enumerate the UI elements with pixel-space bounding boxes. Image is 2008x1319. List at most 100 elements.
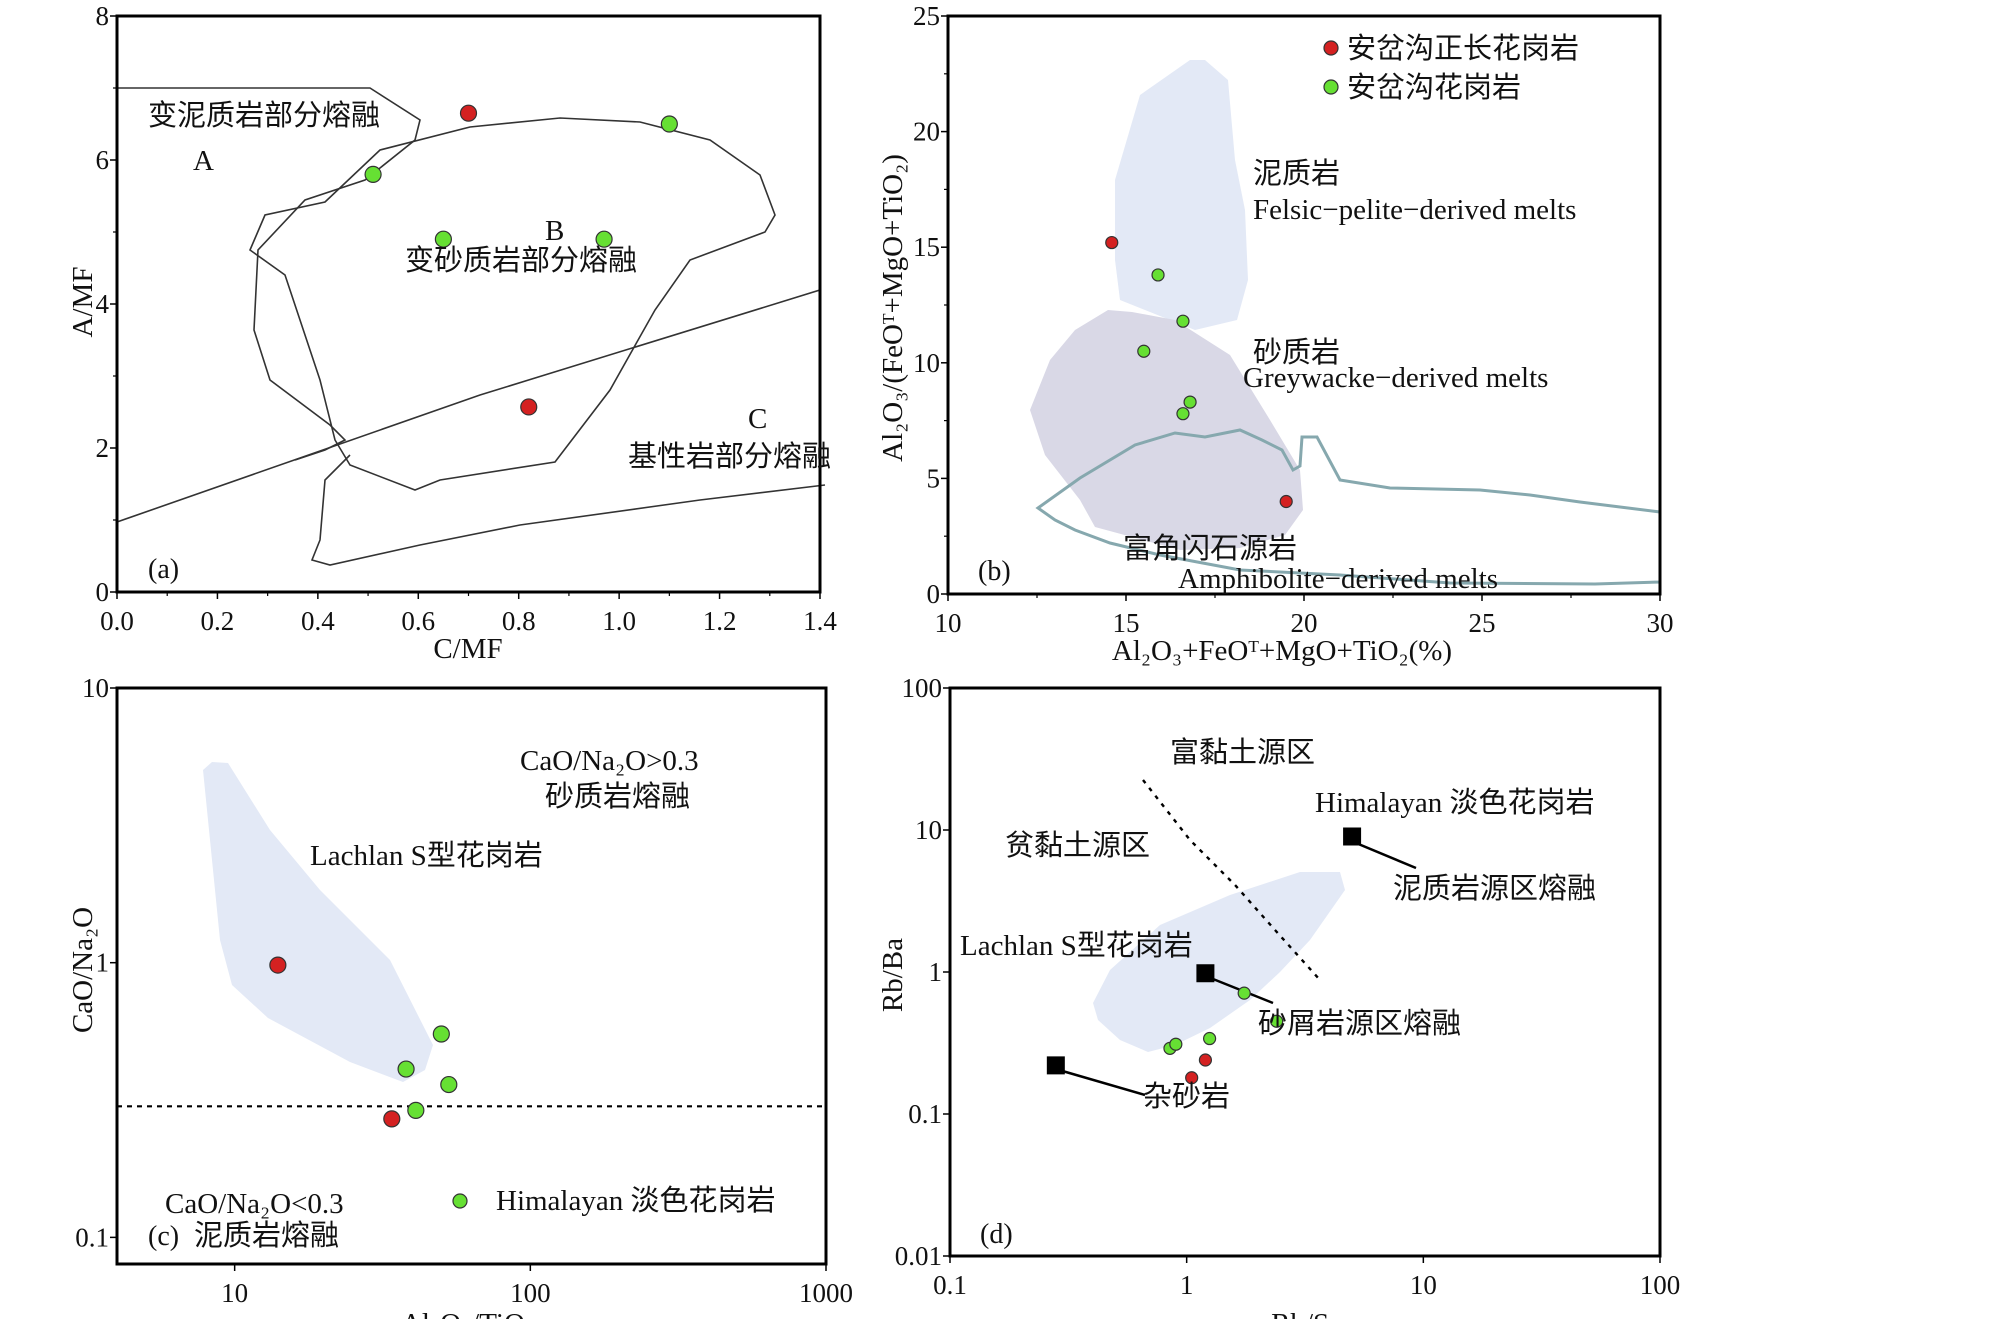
c-x-tick-label: 100 [510,1278,551,1308]
d-x-tick-label: 0.1 [933,1270,967,1300]
a-point-green [364,165,382,183]
d-leader-psammite [1202,973,1274,1005]
b-y-tick-label: 5 [927,463,941,493]
a-y-tick-label: 2 [96,433,110,463]
b-x-axis-label: Al₂O₃+FeOᵀ+MgO+TiO₂(%) [1112,635,1452,667]
c-point-green [432,1025,450,1043]
panel-b: 10 15 20 25 30 0 5 10 15 20 25 安岔沟正长花岗岩 安岔沟花岗岩 泥质岩… [877,1,1674,667]
b-amphibolite-field [1035,428,1662,586]
c-point-green [397,1060,415,1078]
c-point-red [383,1110,401,1128]
d-x-tick-label: 10 [1410,1270,1437,1300]
c-y-tick-label: 0.1 [75,1222,109,1252]
b-panel-label: (b) [978,556,1011,587]
a-ticks: 0.0 0.2 0.4 0.6 0.8 1.0 1.2 1.4 0 2 4 6 8 [96,1,838,636]
a-field-B-boundary [249,117,776,491]
a-point-green [660,115,678,133]
c-x-axis-label: Al₂O₃/TiO₂ [401,1308,535,1319]
b-greywacke-field [1030,310,1303,550]
d-point-green [1203,1031,1217,1046]
d-y-tick-label: 1 [929,957,943,987]
b-plot-frame [946,14,1662,596]
c-y-tick-label: 1 [96,948,110,978]
b-pelite-label: 泥质岩 [1253,157,1340,190]
d-point-green [1237,986,1251,1000]
d-x-tick-label: 100 [1640,1270,1681,1300]
d-point-red [1198,1053,1213,1067]
a-x-tick-label: 0.0 [100,606,134,636]
b-point-安岔沟正长花岗岩 [1279,494,1293,509]
c-lower-annotation: CaO/Na₂O<0.3 [165,1188,344,1220]
c-x-tick-label: 10 [221,1278,248,1308]
c-y-tick-label: 10 [82,673,109,703]
d-himalayan-label: Himalayan 淡色花岗岩 [1315,786,1594,819]
d-x-tick-label: 1 [1180,1270,1194,1300]
d-point-green [1169,1037,1183,1051]
b-point-安岔沟花岗岩 [1137,344,1151,358]
b-legend-red-label: 安岔沟正长花岗岩 [1347,32,1579,65]
a-point-red [459,104,478,122]
a-field-B-sublabel: 变砂质岩部分熔融 [405,244,637,277]
d-reference-square [1343,827,1362,846]
c-upper-subannotation: 砂质岩熔融 [545,780,690,813]
c-point-green [407,1101,425,1119]
d-reference-square [1046,1056,1065,1075]
a-x-tick-label: 1.4 [803,606,837,636]
c-upper-annotation: CaO/Na₂O>0.3 [520,745,699,777]
a-field-C-boundary [116,288,821,523]
d-pelite-melt-label: 泥质岩源区熔融 [1393,872,1596,905]
c-x-tick-label: 1000 [799,1278,853,1308]
a-x-axis-label: C/MF [433,633,502,665]
d-y-tick-label: 10 [915,815,942,845]
b-x-tick-label: 10 [935,608,962,638]
c-marks [269,956,458,1128]
b-amphibolite-label: 富角闪石源岩 [1123,532,1297,565]
c-legend-marker [452,1193,468,1209]
a-field-C-sublabel: 基性岩部分熔融 [628,440,831,473]
b-greywacke-sublabel: Greywacke−derived melts [1243,362,1548,394]
a-point-green [434,230,452,248]
c-legend-label: Himalayan 淡色花岗岩 [496,1184,775,1217]
b-pelite-field [1115,60,1248,330]
d-marks [1046,827,1362,1085]
b-x-tick-label: 15 [1113,608,1140,638]
c-ticks: 10 100 1000 0.1 1 10 [75,673,853,1308]
panel-a: 0.0 0.2 0.4 0.6 0.8 1.0 1.2 1.4 0 2 4 6 8 变泥质岩部分熔融 A… [67,1,837,665]
a-x-tick-label: 0.8 [502,606,536,636]
d-boundary-dashed-line [1142,779,1321,981]
a-field-A-boundary [118,87,421,461]
a-y-tick-label: 4 [96,289,110,319]
b-x-tick-label: 25 [1469,608,1496,638]
b-y-tick-label: 10 [913,348,940,378]
a-field-A-sublabel: 变泥质岩部分熔融 [148,99,380,132]
d-y-tick-label: 100 [902,673,943,703]
b-point-安岔沟正长花岗岩 [1105,235,1119,250]
c-y-axis-label: CaO/Na₂O [67,907,99,1033]
panel-c: 10 100 1000 0.1 1 10 CaO/Na₂O>0.3 砂质岩熔融 Lachl… [67,673,853,1319]
b-amphibolite-sublabel: Amphibolite−derived melts [1178,563,1498,595]
b-pelite-sublabel: Felsic−pelite−derived melts [1253,194,1576,226]
b-point-安岔沟花岗岩 [1176,314,1190,328]
d-point-green [1270,1014,1284,1028]
a-panel-label: (a) [148,554,179,585]
b-point-安岔沟花岗岩 [1151,268,1165,282]
b-x-tick-label: 20 [1291,608,1318,638]
b-legend-red-marker [1323,40,1339,56]
d-y-tick-label: 0.01 [895,1241,942,1271]
d-reference-square [1196,964,1215,983]
a-point-green [595,230,613,248]
a-y-tick-label: 0 [96,577,110,607]
d-y-axis-label: Rb/Ba [877,938,909,1012]
d-clay-rich-label: 富黏土源区 [1170,736,1315,769]
b-greywacke-label: 砂质岩 [1253,336,1340,369]
b-point-安岔沟花岗岩 [1176,407,1190,421]
b-x-tick-label: 30 [1647,608,1674,638]
a-point-red [520,398,538,416]
c-plot-frame [115,686,828,1266]
a-x-tick-label: 0.4 [301,606,335,636]
b-y-tick-label: 0 [927,579,941,609]
d-lachlan-field [1093,872,1345,1052]
a-field-C-label: C [748,403,767,435]
b-point-安岔沟花岗岩 [1183,395,1197,409]
